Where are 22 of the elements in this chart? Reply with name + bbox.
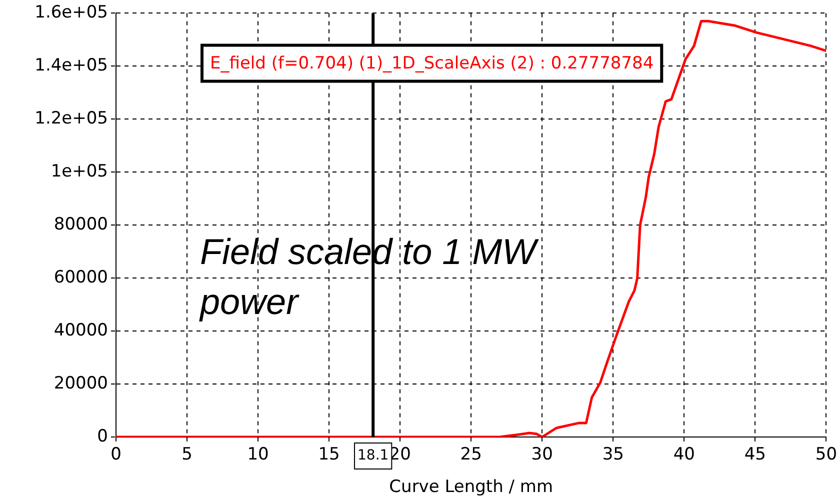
y-tick-label: 60000: [54, 267, 108, 288]
x-tick-label: 5: [182, 444, 192, 465]
y-tick-label: 1e+05: [50, 162, 108, 182]
x-tick-label: 0: [110, 444, 122, 465]
x-tick-label: 50: [815, 444, 838, 465]
annotation: E_field (f=0.704) (1)_1D_ScaleAxis (2) : 0.27778784: [210, 54, 654, 74]
x-tick-label: 10: [247, 444, 269, 465]
y-tick-label: 80000: [54, 214, 108, 235]
x-tick-label: 35: [602, 444, 624, 465]
y-tick-label: 20000: [54, 373, 108, 394]
x-tick-label: 45: [744, 444, 766, 465]
y-tick-label: 40000: [54, 320, 108, 340]
y-tick-label: 1.6e+05: [34, 2, 108, 23]
y-tick-label: 0: [97, 426, 108, 446]
ref-line-label: 18.1: [358, 448, 389, 464]
y-tick-label: 1.2e+05: [34, 108, 108, 129]
y-tick-label: 1.4e+05: [34, 56, 108, 76]
x-tick-label: 40: [673, 444, 695, 465]
x-tick-label: 15: [318, 444, 340, 465]
x-tick-label: 25: [460, 444, 482, 465]
x-tick-label: 30: [531, 444, 553, 465]
x-axis-title: Curve Length / mm: [389, 477, 554, 498]
